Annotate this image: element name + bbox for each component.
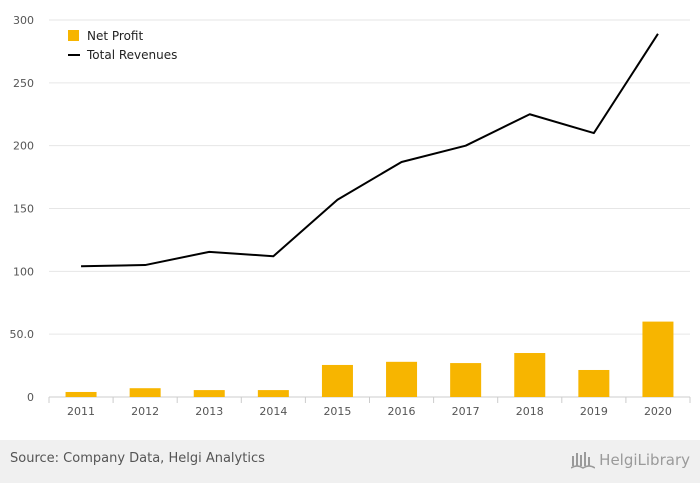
footer: Source: Company Data, Helgi Analytics He…	[0, 440, 700, 483]
net-profit-bar	[450, 363, 482, 397]
net-profit-bar	[321, 364, 353, 397]
x-tick-label: 2020	[644, 405, 672, 418]
x-tick-label: 2019	[580, 405, 608, 418]
library-logo-icon	[571, 452, 596, 469]
helgi-library-logo[interactable]: HelgiLibrary	[571, 448, 690, 472]
logo-text: HelgiLibrary	[599, 451, 690, 469]
y-axis-ticks: 0 50.0 100 150 200 250 300	[10, 14, 35, 404]
y-tick-label: 50.0	[10, 328, 35, 341]
total-revenues-line-group	[81, 33, 659, 268]
x-axis-ticks: 2011 2012 2013 2014 2015 2016 2017 2018 2019 2020	[48, 397, 691, 418]
x-tick-label: 2016	[388, 405, 416, 418]
y-tick-label: 0	[27, 391, 34, 404]
y-tick-label: 150	[13, 203, 34, 216]
y-tick-label: 200	[13, 140, 34, 153]
net-profit-bars	[65, 321, 674, 397]
legend-label-net-profit: Net Profit	[87, 29, 143, 43]
x-tick-label: 2012	[131, 405, 159, 418]
x-tick-label: 2017	[452, 405, 480, 418]
source-note: Source: Company Data, Helgi Analytics	[10, 451, 265, 466]
x-tick-label: 2018	[516, 405, 544, 418]
net-profit-bar	[514, 353, 546, 397]
legend: Net Profit Total Revenues	[68, 29, 177, 62]
y-tick-label: 250	[13, 77, 34, 90]
net-profit-bar	[65, 391, 97, 397]
legend-label-total-revenues: Total Revenues	[86, 48, 177, 62]
net-profit-bar	[193, 390, 225, 397]
x-tick-label: 2013	[195, 405, 223, 418]
x-tick-label: 2014	[259, 405, 287, 418]
gridlines	[49, 19, 690, 398]
net-profit-bar	[386, 361, 418, 397]
net-profit-bar	[642, 321, 674, 397]
net-profit-bar	[257, 390, 289, 397]
y-tick-label: 100	[13, 265, 34, 278]
x-tick-label: 2015	[323, 405, 351, 418]
x-tick-label: 2011	[67, 405, 95, 418]
legend-swatch-net-profit	[68, 30, 79, 41]
net-profit-bar	[578, 369, 610, 397]
net-profit-bar	[129, 388, 161, 397]
y-tick-label: 300	[13, 14, 34, 27]
total-revenues-line	[81, 33, 659, 268]
